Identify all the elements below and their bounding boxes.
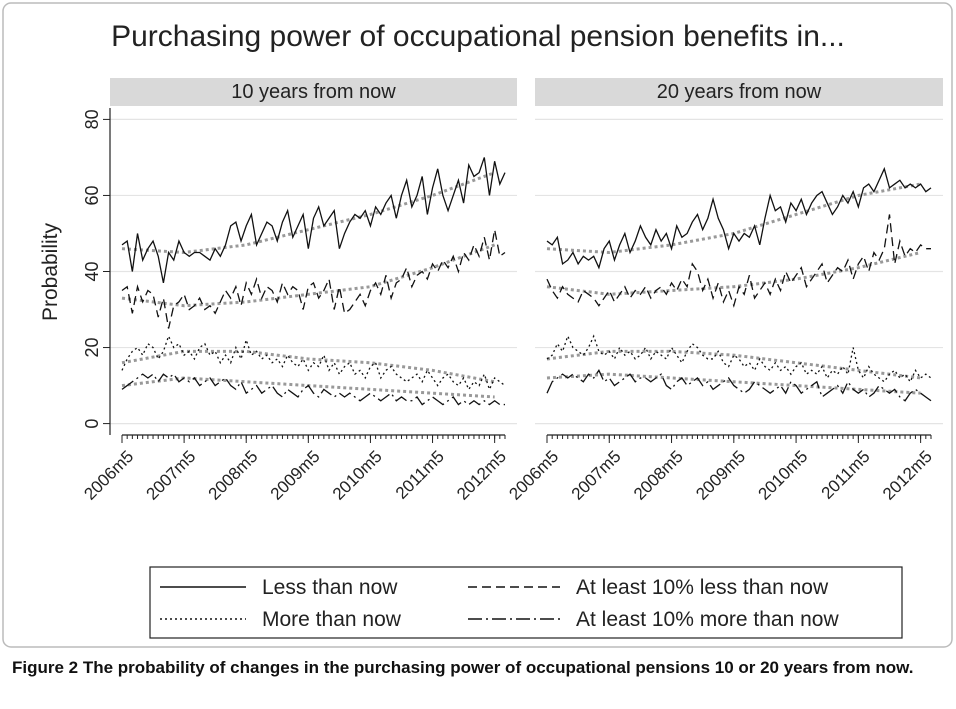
legend-label: Less than now [262,576,398,599]
trend-line [121,349,495,384]
panel-title: 20 years from now [657,81,822,103]
x-tick-label: 2009m5 [692,447,749,504]
x-tick-label: 2008m5 [630,447,687,504]
series-line [121,157,506,284]
y-axis-label: Probability [39,222,62,321]
y-tick-label: 80 [82,109,102,129]
y-tick-label: 0 [82,419,102,429]
legend-label: At least 10% more than now [576,608,839,631]
x-tick-label: 2007m5 [143,447,200,504]
series-line [546,214,931,308]
x-tick-label: 2010m5 [329,447,386,504]
legend-label: More than now [262,608,402,631]
x-tick-label: 2006m5 [505,447,562,504]
panel-strip [535,78,943,106]
frame [2,2,953,648]
legend-label: At least 10% less than now [576,576,829,599]
x-tick-label: 2011m5 [818,447,874,503]
series-line [121,229,506,329]
series-line [546,369,932,402]
y-tick-label: 60 [82,185,102,205]
series-line [546,334,932,384]
x-tick-label: 2007m5 [568,447,625,504]
y-tick-label: 40 [82,261,102,281]
trend-line [546,251,921,296]
x-tick-label: 2012m5 [453,447,510,504]
series-line [121,334,506,392]
trend-line [546,182,921,254]
x-tick-label: 2009m5 [267,447,324,504]
trend-line [121,243,496,308]
legend [149,566,903,639]
x-tick-label: 2011m5 [392,447,448,503]
panel-strip [110,78,517,106]
caption: Figure 2 The probability of changes in t… [12,658,914,677]
series-line [546,166,932,270]
trend-line [121,171,496,254]
y-tick-label: 20 [82,338,102,358]
x-tick-label: 2010m5 [755,447,812,504]
x-tick-label: 2012m5 [879,447,936,504]
chart-title: Purchasing power of occupational pension… [111,20,845,53]
chart: Purchasing power of occupational pension… [2,2,953,648]
panel-title: 10 years from now [231,81,396,103]
x-tick-label: 2006m5 [80,447,137,504]
x-tick-label: 2008m5 [205,447,262,504]
series-line [121,373,505,406]
trend-line [546,372,921,395]
